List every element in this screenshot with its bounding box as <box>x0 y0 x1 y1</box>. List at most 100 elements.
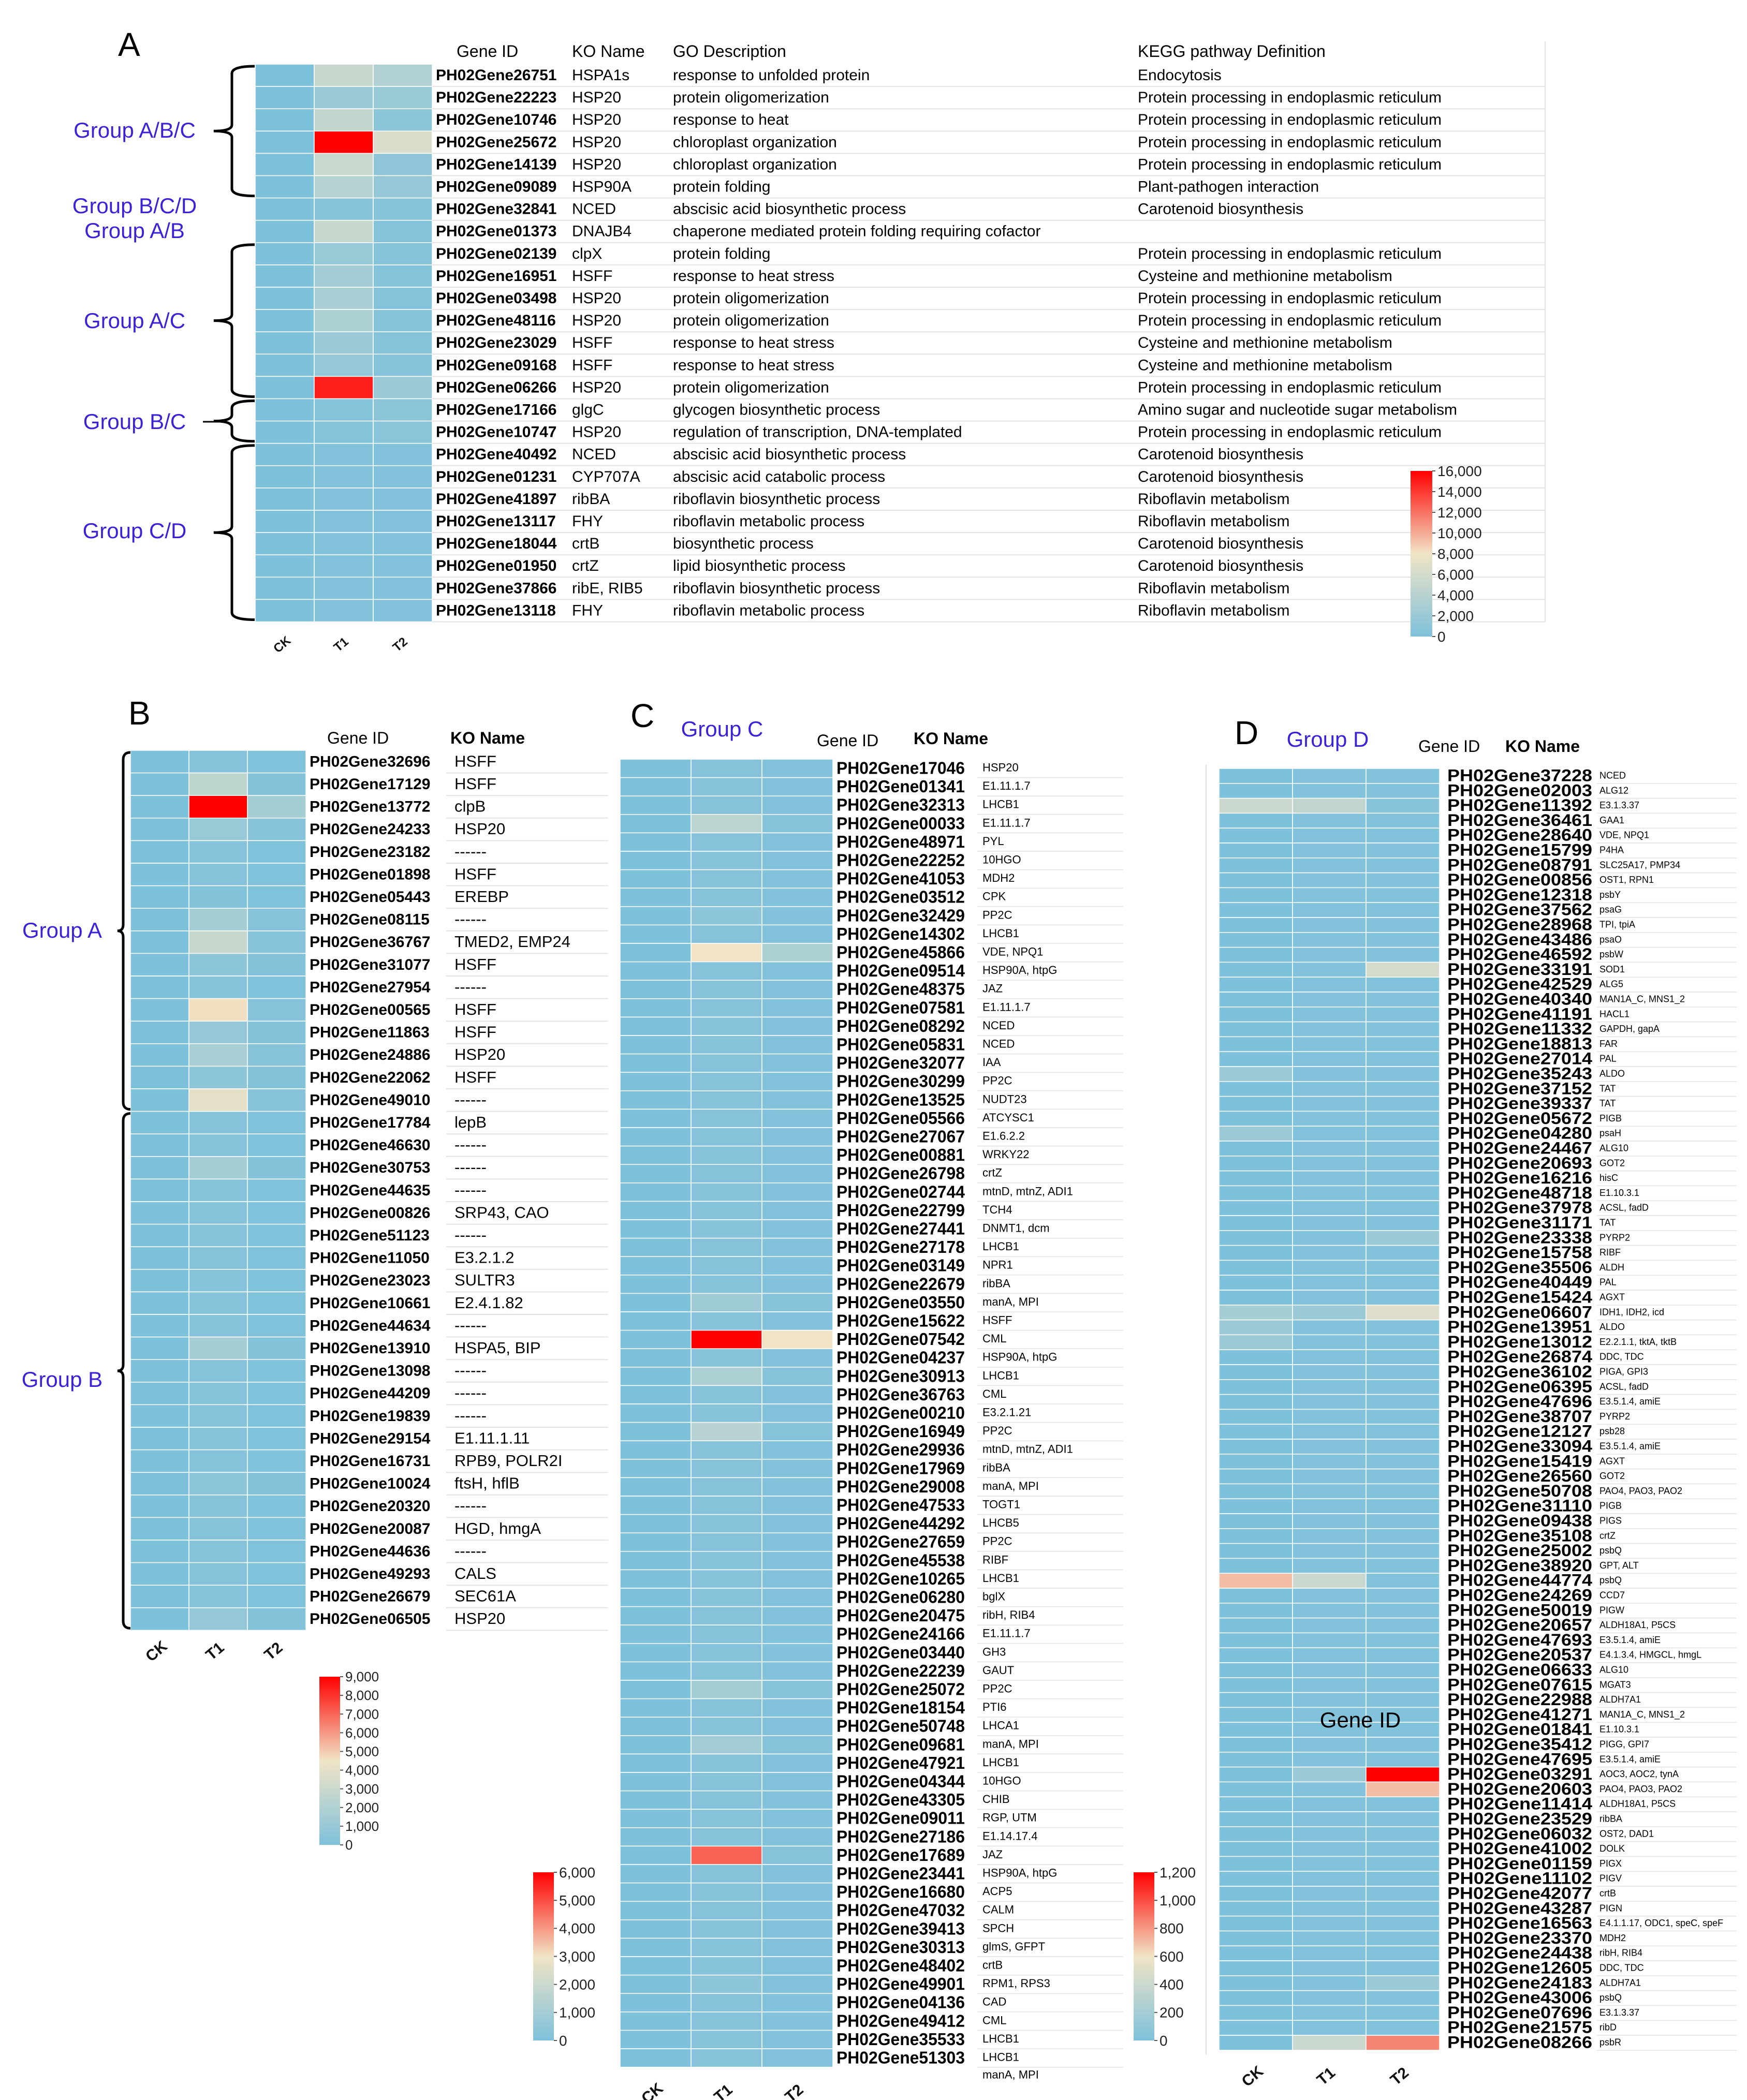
gene-id-label: PH02Gene09681 <box>836 1735 965 1754</box>
gene-id-label: PH02Gene41271 <box>1447 1705 1592 1724</box>
heatmap-cell <box>314 130 374 154</box>
ko-name-label: HSFF <box>572 334 612 351</box>
heatmap-cell <box>1292 827 1367 844</box>
heatmap-cell <box>1292 857 1367 874</box>
heatmap-cell <box>691 1827 762 1847</box>
heatmap-cell <box>1219 1841 1293 1857</box>
heatmap-cell <box>691 795 762 815</box>
heatmap-cell <box>1366 1826 1440 1842</box>
heatmap-cell <box>314 398 374 422</box>
heatmap-cell <box>1292 1543 1367 1559</box>
heatmap-cell <box>761 1237 833 1257</box>
ko-name-label: TMED2, EMP24 <box>454 933 570 951</box>
heatmap-cell <box>188 1382 248 1406</box>
header-go-description: GO Description <box>673 42 786 61</box>
gene-id-label: PH02Gene40340 <box>1447 989 1592 1008</box>
ko-name-label: MAN1A_C, MNS1_2 <box>1599 994 1685 1004</box>
gene-id-label: PH02Gene22252 <box>836 850 965 869</box>
heatmap-cell <box>247 772 306 796</box>
gene-id-label: PH02Gene48375 <box>836 980 965 999</box>
group-label: Group A/B/C <box>74 118 196 142</box>
heatmap-cell <box>761 2048 833 2068</box>
heatmap-cell <box>247 1472 306 1496</box>
colorbar-tick-label: 1,000 <box>345 1818 379 1834</box>
heatmap-cell <box>1366 1543 1440 1559</box>
heatmap-cell <box>761 961 833 981</box>
heatmap-cell <box>1219 1766 1293 1783</box>
heatmap-cell <box>130 1449 189 1473</box>
heatmap-cell <box>1219 1081 1293 1097</box>
heatmap-cell <box>1366 1498 1440 1514</box>
gene-id-label: PH02Gene47533 <box>836 1495 965 1514</box>
heatmap-cell <box>1366 962 1440 978</box>
gene-id-label: PH02Gene37978 <box>1447 1199 1592 1217</box>
heatmap-cell <box>1366 1081 1440 1097</box>
heatmap-cell <box>1292 2020 1367 2036</box>
gene-id-label: PH02Gene04344 <box>836 1771 965 1791</box>
heatmap-cell <box>1366 1722 1440 1738</box>
heatmap-cell <box>130 930 189 954</box>
heatmap-cell <box>761 1938 833 1957</box>
gene-id-label: PH02Gene25672 <box>436 134 557 151</box>
heatmap-cell <box>130 840 189 864</box>
gene-id-label: PH02Gene26798 <box>836 1164 965 1183</box>
heatmap-cell <box>691 906 762 926</box>
heatmap-cell <box>620 1588 692 1607</box>
heatmap-cell <box>761 832 833 852</box>
heatmap-cell <box>130 1133 189 1157</box>
group-label: Group B <box>22 1367 102 1392</box>
heatmap-cell <box>691 1108 762 1128</box>
heatmap-cell <box>255 64 315 87</box>
heatmap-cell <box>620 1643 692 1663</box>
ko-name-label: RPM1, RPS3 <box>982 1977 1050 1990</box>
heatmap-cell <box>620 1403 692 1423</box>
heatmap-cell <box>1219 2005 1293 2021</box>
header-gene-id: Gene ID <box>817 731 878 750</box>
gene-id-label: PH02Gene27067 <box>836 1127 965 1146</box>
heatmap-cell <box>1292 1513 1367 1529</box>
ko-name-label: AGXT <box>1599 1456 1625 1466</box>
gene-id-label: PH02Gene41002 <box>1447 1839 1592 1858</box>
heatmap-cell <box>1292 1305 1367 1321</box>
gene-id-label: PH02Gene38920 <box>1447 1556 1592 1575</box>
heatmap-cell <box>620 1108 692 1128</box>
gene-id-label: PH02Gene39337 <box>1447 1094 1592 1113</box>
heatmap-cell <box>255 398 315 422</box>
gene-id-label: PH02Gene07696 <box>1447 2003 1592 2022</box>
gene-id-label: PH02Gene41897 <box>436 491 557 508</box>
heatmap-cell <box>1292 1126 1367 1142</box>
heatmap-cell <box>691 998 762 1018</box>
heatmap-cell <box>373 64 433 87</box>
heatmap-cell <box>761 814 833 834</box>
kegg-definition-label: Riboflavin metabolism <box>1138 602 1289 619</box>
ko-name-label: EREBP <box>454 888 509 906</box>
gene-id-label: PH02Gene01159 <box>1447 1854 1592 1873</box>
gene-id-label: PH02Gene36763 <box>836 1385 965 1404</box>
ko-name-label: psaH <box>1599 1128 1621 1138</box>
heatmap-cell <box>247 1088 306 1112</box>
gene-id-label: PH02Gene46630 <box>310 1137 431 1154</box>
ko-name-label: CAD <box>982 1995 1006 2008</box>
heatmap-cell <box>1366 1439 1440 1455</box>
heatmap-cell <box>247 1404 306 1428</box>
gene-id-label: PH02Gene17046 <box>836 758 965 777</box>
heatmap-cell <box>1366 1915 1440 1932</box>
heatmap-cell <box>691 1127 762 1147</box>
go-description-label: biosynthetic process <box>673 535 814 552</box>
gene-id-label: PH02Gene00856 <box>1447 870 1592 889</box>
heatmap-cell <box>130 818 189 841</box>
ko-name-label: HSFF <box>454 955 496 973</box>
heatmap-cell <box>1292 1632 1367 1648</box>
heatmap-cell <box>691 1643 762 1663</box>
heatmap-cell <box>1292 917 1367 933</box>
heatmap-cell <box>1292 1111 1367 1127</box>
ko-name-label: ribH, RIB4 <box>982 1608 1035 1621</box>
gene-id-label: PH02Gene29936 <box>836 1440 965 1459</box>
group-bracket <box>213 243 255 398</box>
ko-name-label: NCED <box>982 1037 1015 1050</box>
heatmap-cell <box>1366 1752 1440 1768</box>
heatmap-cell <box>691 1090 762 1110</box>
heatmap-cell <box>691 1974 762 1994</box>
ko-name-label: DDC, TDC <box>1599 1352 1644 1362</box>
heatmap-cell <box>761 1569 833 1589</box>
